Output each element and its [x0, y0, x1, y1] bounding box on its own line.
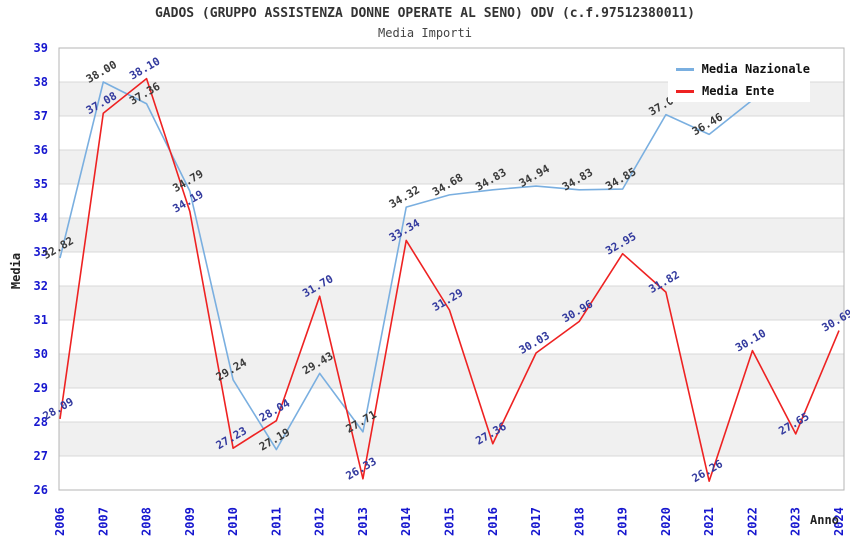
y-tick-label: 30 [34, 347, 48, 361]
x-tick-label: 2006 [53, 507, 67, 536]
y-tick-label: 37 [34, 109, 48, 123]
y-tick-label: 36 [34, 143, 48, 157]
x-tick-label: 2007 [96, 507, 110, 536]
data-label: 30.03 [517, 329, 552, 357]
y-tick-label: 39 [34, 41, 48, 55]
y-tick-label: 35 [34, 177, 48, 191]
data-label: 28.09 [41, 395, 76, 423]
series-line-media-ente [59, 77, 840, 482]
data-label: 28.04 [257, 397, 293, 425]
x-tick-label: 2016 [486, 507, 500, 536]
plot-band [59, 354, 844, 388]
x-tick-label: 2008 [140, 507, 154, 536]
y-tick-label: 27 [34, 449, 48, 463]
data-label: 34.32 [387, 183, 422, 211]
y-axis-title: Media [9, 252, 23, 290]
x-tick-label: 2012 [313, 507, 327, 536]
data-label: 26.33 [344, 455, 379, 483]
x-tick-label: 2020 [659, 507, 673, 536]
x-tick-label: 2013 [356, 507, 370, 536]
data-label: 26.26 [690, 457, 726, 485]
nazionale-line-swatch-icon [676, 67, 694, 71]
plot-border [58, 47, 845, 491]
x-tick-label: 2022 [745, 507, 759, 536]
legend-item-ente: Media Ente [668, 80, 810, 102]
x-tick-label: 2017 [529, 507, 543, 536]
series-line-media-nazionale [59, 81, 753, 451]
x-tick-label: 2021 [702, 507, 716, 536]
y-tick-label: 32 [34, 279, 48, 293]
ente-line-swatch-icon [676, 89, 694, 93]
plot-band [59, 150, 844, 184]
legend-item-nazionale: Media Nazionale [668, 58, 810, 80]
x-tick-label: 2019 [616, 507, 630, 536]
x-axis-title: Anno [810, 513, 839, 527]
y-tick-label: 28 [34, 415, 48, 429]
y-tick-label: 29 [34, 381, 48, 395]
y-tick-label: 26 [34, 483, 48, 497]
x-tick-label: 2011 [269, 507, 283, 536]
chart-title: GADOS (GRUPPO ASSISTENZA DONNE OPERATE A… [154, 6, 696, 21]
y-tick-label: 34 [34, 211, 48, 225]
x-tick-label: 2023 [789, 507, 803, 536]
legend: Media Nazionale Media Ente [668, 58, 810, 102]
data-label: 32.82 [41, 234, 76, 262]
legend-label-nazionale: Media Nazionale [701, 62, 810, 76]
plot-band [59, 218, 844, 252]
x-tick-label: 2009 [183, 507, 197, 536]
x-tick-label: 2014 [399, 507, 413, 536]
legend-label-ente: Media Ente [702, 84, 775, 98]
x-tick-label: 2015 [443, 507, 457, 536]
y-tick-label: 33 [34, 245, 48, 259]
x-tick-label: 2024 [832, 507, 846, 536]
chart-subtitle: Media Importi [378, 26, 472, 40]
y-tick-label: 38 [34, 75, 48, 89]
y-tick-label: 31 [34, 313, 48, 327]
data-label: 38.10 [127, 55, 162, 83]
x-tick-label: 2018 [572, 507, 586, 536]
x-tick-label: 2010 [226, 507, 240, 536]
data-label: 30.10 [733, 327, 768, 355]
plot-band [59, 422, 844, 456]
